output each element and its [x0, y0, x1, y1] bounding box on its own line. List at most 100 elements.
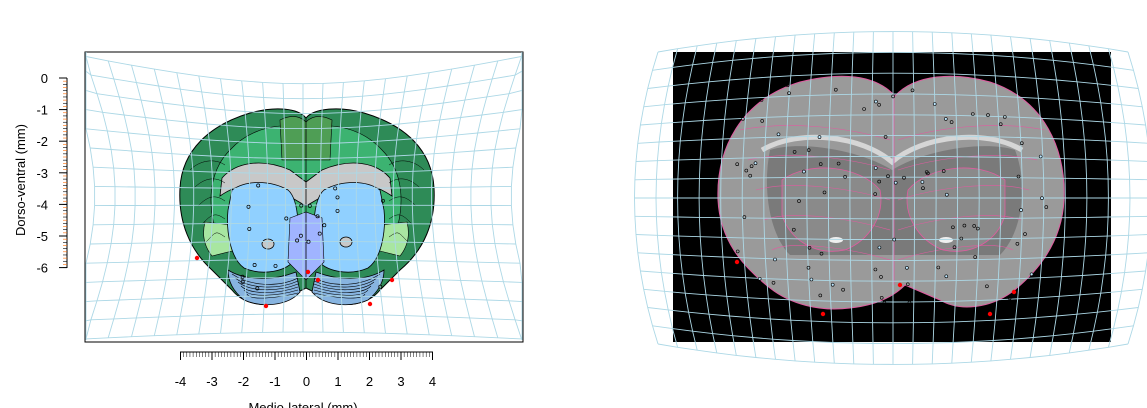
grid-line-vertical: [849, 32, 855, 364]
red-landmark-point: [734, 259, 740, 265]
landmark-point: [841, 287, 845, 292]
contour-line: [755, 185, 891, 201]
left-deformation-grid: [85, 51, 523, 341]
grid-line-vertical: [970, 33, 980, 363]
landmark-point: [1040, 196, 1044, 200]
landmark-point: [335, 208, 340, 213]
landmark-point: [785, 83, 790, 87]
x-tick-label: -3: [206, 374, 218, 389]
landmark-point: [792, 150, 797, 154]
landmark-point: [936, 265, 941, 270]
landmark-point: [879, 275, 883, 279]
landmark-point: [949, 120, 954, 124]
landmark-point: [921, 186, 925, 190]
grid-line-vertical: [827, 32, 835, 364]
grid-line-vertical: [677, 45, 698, 351]
x-tick-label: -4: [175, 374, 187, 389]
landmark-point: [886, 174, 890, 178]
contour-line: [201, 214, 226, 225]
grid-line-vertical: [490, 56, 522, 340]
x-tick-label: 1: [334, 374, 341, 389]
contour-line: [388, 214, 413, 225]
landmark-point: [962, 223, 967, 228]
landmark-point: [932, 102, 937, 106]
landmark-point: [744, 168, 749, 173]
y-axis-label: Dorso-ventral (mm): [13, 124, 28, 236]
landmark-point: [246, 204, 251, 209]
red-landmark-point: [897, 282, 903, 288]
landmark-point: [240, 279, 245, 284]
landmark-point: [1019, 141, 1024, 145]
y-tick-label: -3: [36, 166, 48, 181]
landmark-point: [1019, 208, 1023, 212]
landmark-point: [910, 88, 915, 93]
landmark-point: [802, 169, 806, 174]
contour-line: [246, 292, 299, 299]
landmark-point: [970, 112, 975, 116]
landmark-point: [877, 245, 882, 250]
landmark-point: [1002, 115, 1007, 119]
grid-line-vertical: [720, 40, 737, 356]
grid-line-vertical: [634, 51, 659, 345]
grid-line-vertical: [282, 83, 286, 333]
landmark-point: [905, 265, 909, 270]
contour-line: [763, 215, 891, 231]
y-tick-label: -4: [36, 197, 48, 212]
landmark-point: [791, 227, 796, 232]
landmark-point: [877, 103, 881, 107]
landmark-point: [742, 215, 747, 219]
x-axis: -4 -3 -2 -1 0 1 2 3 4 Medio-lateral (mm): [175, 351, 436, 408]
grid-line-vertical: [131, 65, 156, 337]
contour-line: [313, 292, 366, 299]
contour-line: [193, 178, 226, 189]
left-landmark-points: [194, 183, 395, 309]
grid-line-vertical: [392, 75, 408, 335]
grid-line-vertical: [931, 32, 937, 364]
grid-line-vertical: [912, 31, 915, 365]
landmark-point: [882, 301, 887, 305]
red-landmark-point: [263, 303, 269, 309]
red-landmark-point: [820, 311, 826, 317]
landmark-point: [877, 179, 882, 184]
ventricle-highlight-right: [939, 237, 953, 243]
contour-line: [243, 289, 299, 296]
grid-line-vertical: [1049, 40, 1066, 356]
landmark-point: [760, 119, 765, 123]
landmark-point: [298, 233, 303, 238]
x-tick-label: -1: [269, 374, 281, 389]
contour-line: [739, 125, 891, 141]
y-tick-label: 0: [41, 71, 48, 86]
grid-line-vertical: [1127, 51, 1147, 345]
grid-line-vertical: [431, 68, 453, 336]
grid-line-vertical: [450, 65, 475, 337]
landmark-point: [1044, 205, 1049, 209]
landmark-point: [822, 190, 827, 195]
landmark-point: [252, 263, 257, 267]
grid-line-vertical: [871, 31, 874, 365]
grid-line-vertical: [698, 43, 718, 353]
landmark-point: [873, 267, 878, 272]
grid-line-vertical: [763, 36, 776, 360]
region-contour-lines: [189, 160, 425, 299]
landmark-point: [295, 238, 300, 243]
landmark-point: [883, 135, 888, 139]
landmark-point: [818, 162, 823, 166]
contour-line: [388, 196, 417, 207]
grid-line-vertical: [220, 78, 232, 334]
contour-line: [897, 245, 1014, 261]
grid-line-vertical: [655, 48, 679, 348]
landmark-point: [998, 122, 1003, 126]
hippocampus-right: [313, 182, 385, 273]
landmark-point: [905, 282, 910, 287]
red-landmark-point: [315, 277, 321, 283]
grid-line-vertical: [1107, 48, 1131, 348]
grid-line-vertical: [85, 52, 96, 340]
grid-line-vertical: [241, 80, 251, 333]
contour-line: [313, 281, 375, 291]
landmark-point: [1015, 242, 1020, 246]
landmark-point: [255, 286, 260, 291]
landmark-point: [240, 274, 245, 279]
landmark-point: [809, 277, 814, 282]
brain-tissue-image: [717, 75, 1065, 310]
ventricle-highlight-left: [829, 237, 843, 243]
